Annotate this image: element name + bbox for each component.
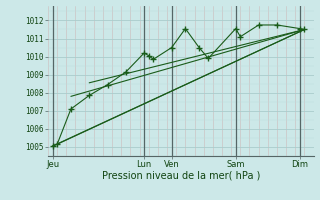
X-axis label: Pression niveau de la mer( hPa ): Pression niveau de la mer( hPa ) xyxy=(102,171,260,181)
